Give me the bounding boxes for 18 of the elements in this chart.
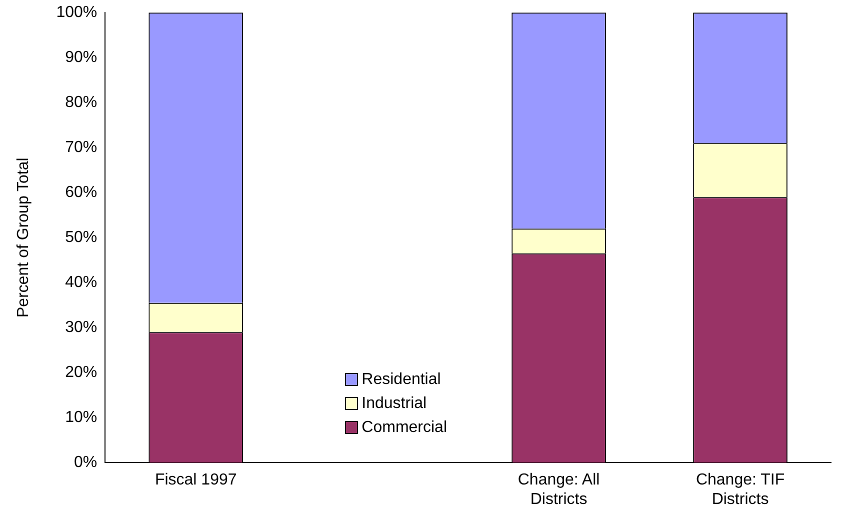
y-tick-label: 100% (56, 4, 98, 22)
x-tick-label: Change: TIF Districts (696, 472, 785, 508)
x-tick-label: Fiscal 1997 (154, 472, 237, 489)
legend-label: Residential (362, 370, 441, 389)
y-tick-label: 10% (65, 409, 98, 426)
y-tick-label: 90% (65, 49, 98, 66)
legend-label: Commercial (362, 418, 447, 437)
y-tick-label: 60% (65, 184, 98, 202)
x-tick-label: Change: All Districts (518, 472, 600, 508)
y-tick-label: 70% (65, 139, 98, 156)
y-tick-label: 0% (74, 454, 98, 472)
y-tick-label: 40% (65, 274, 98, 292)
y-tick-label: 30% (65, 319, 98, 336)
legend-label: Industrial (362, 394, 427, 413)
y-axis-title: Percent of Group Total (15, 158, 32, 318)
y-tick-label: 80% (65, 94, 98, 112)
y-tick-label: 50% (65, 229, 98, 246)
y-tick-label: 20% (65, 364, 98, 382)
